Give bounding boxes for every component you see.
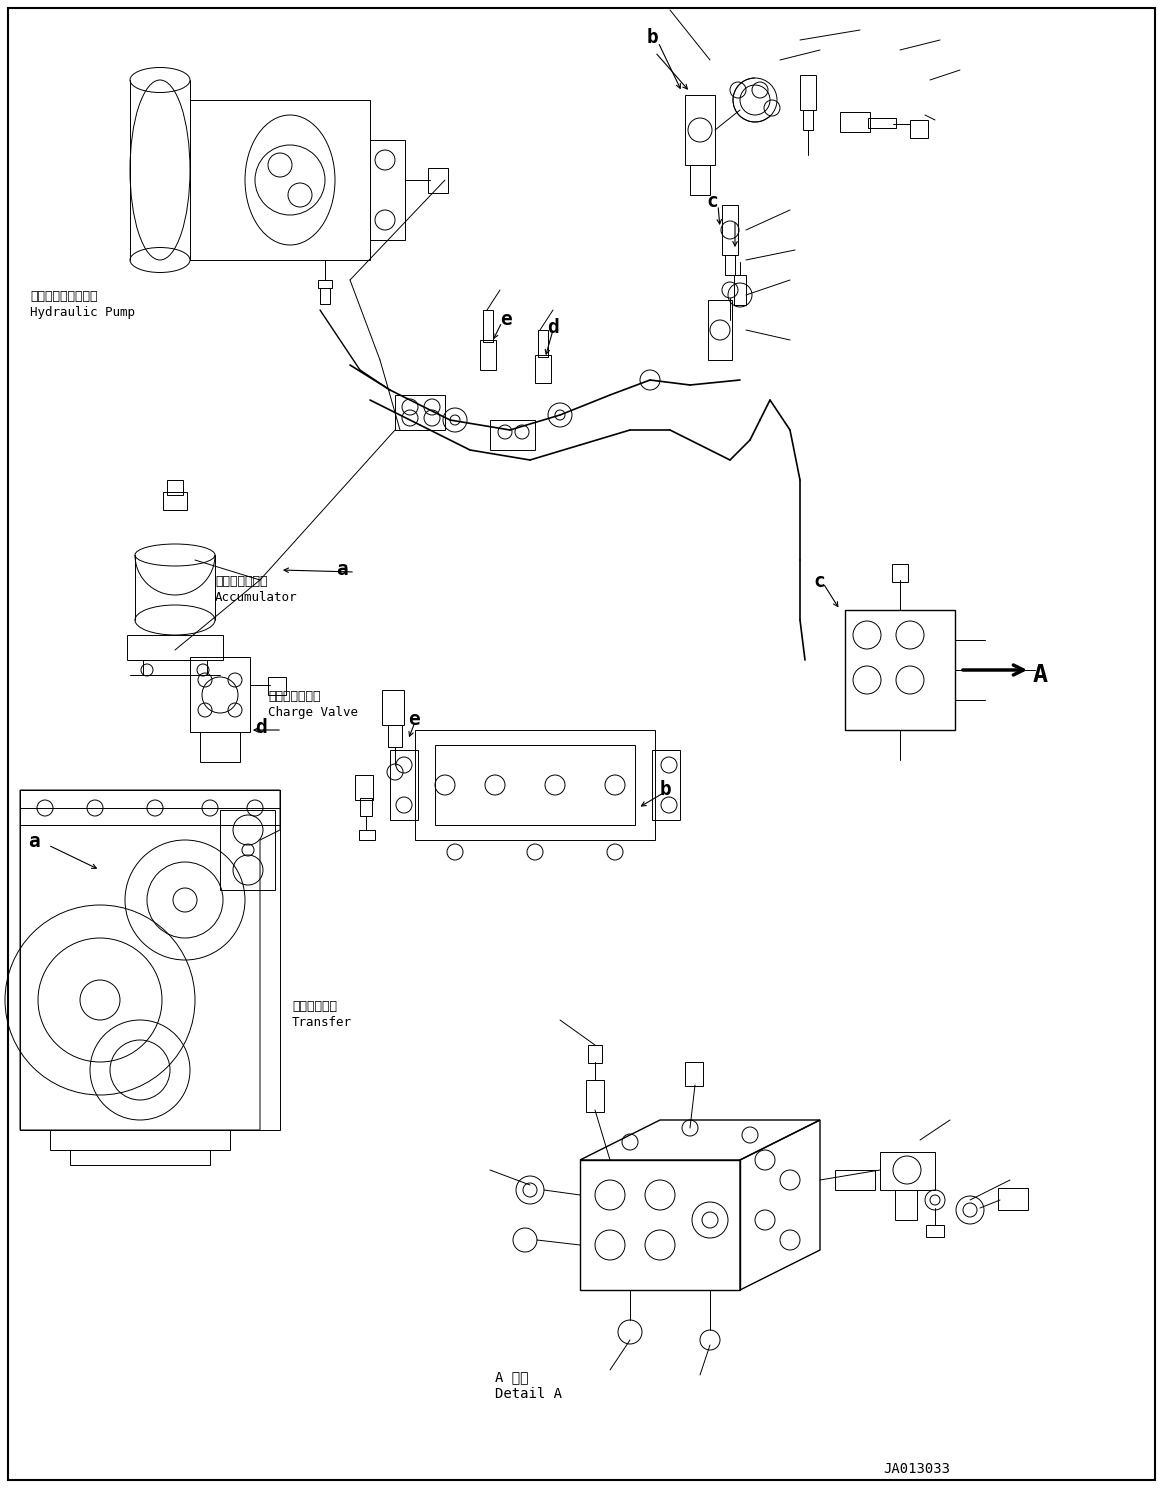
Bar [652, 750, 680, 820]
Bar [381, 690, 404, 725]
Bar [690, 165, 709, 195]
Bar [355, 775, 373, 801]
Text: c: c [813, 571, 825, 591]
Bar [538, 330, 548, 357]
Bar [685, 95, 715, 165]
Bar [163, 493, 187, 510]
Text: JA013033: JA013033 [883, 1463, 950, 1476]
Bar [880, 1152, 935, 1190]
Bar [734, 275, 745, 305]
Bar [435, 745, 635, 824]
Bar [835, 1170, 875, 1190]
Bar [580, 1161, 740, 1290]
Bar [317, 280, 331, 289]
Bar [802, 110, 813, 129]
Bar [909, 121, 928, 138]
Bar [868, 118, 896, 128]
Text: A: A [1033, 664, 1048, 687]
Text: A 詳細: A 詳細 [495, 1370, 528, 1384]
Bar [320, 289, 330, 304]
Text: e: e [408, 710, 420, 729]
Bar [480, 339, 495, 371]
Text: b: b [659, 780, 672, 799]
Bar [708, 301, 732, 360]
Text: Transfer: Transfer [292, 1016, 352, 1030]
Bar [800, 74, 816, 110]
Bar [167, 481, 183, 496]
Bar [127, 635, 223, 661]
Bar [926, 1225, 944, 1237]
Text: Detail A: Detail A [495, 1387, 562, 1402]
Text: c: c [706, 192, 718, 211]
Text: d: d [547, 318, 558, 336]
Bar [846, 610, 955, 731]
Text: a: a [28, 832, 40, 851]
Bar [361, 798, 372, 815]
Bar [200, 732, 240, 762]
Text: Accumulator: Accumulator [215, 591, 298, 604]
Text: アキュムレータ: アキュムレータ [215, 574, 267, 588]
Text: e: e [500, 310, 512, 329]
Text: a: a [336, 559, 348, 579]
Bar [588, 1045, 602, 1062]
Text: Hydraulic Pump: Hydraulic Pump [30, 307, 135, 318]
Bar [428, 168, 448, 193]
Bar [267, 677, 286, 695]
Bar [725, 254, 735, 275]
Bar [483, 310, 493, 342]
Bar [70, 1150, 211, 1165]
Text: 作業機用油圧ポンプ: 作業機用油圧ポンプ [30, 290, 98, 304]
Bar [359, 830, 374, 841]
Text: b: b [647, 28, 658, 48]
Bar [722, 205, 739, 254]
Text: Charge Valve: Charge Valve [267, 705, 358, 719]
Bar [892, 564, 908, 582]
Bar [370, 140, 405, 240]
Bar [20, 790, 280, 824]
Bar [190, 658, 250, 732]
Bar [50, 1129, 230, 1150]
Bar [998, 1187, 1028, 1210]
Bar [388, 725, 402, 747]
Text: トランスファ: トランスファ [292, 1000, 337, 1013]
Bar [490, 420, 535, 449]
Bar [395, 394, 445, 430]
Bar [535, 356, 551, 382]
Bar [390, 750, 418, 820]
Text: チャージバルブ: チャージバルブ [267, 690, 321, 702]
Bar [586, 1080, 604, 1112]
Bar [415, 731, 655, 841]
Bar [220, 809, 274, 890]
Bar [685, 1062, 702, 1086]
Bar [896, 1190, 916, 1220]
Bar [840, 112, 870, 132]
Text: d: d [255, 719, 266, 737]
Bar [190, 100, 370, 260]
Bar [20, 790, 280, 1129]
